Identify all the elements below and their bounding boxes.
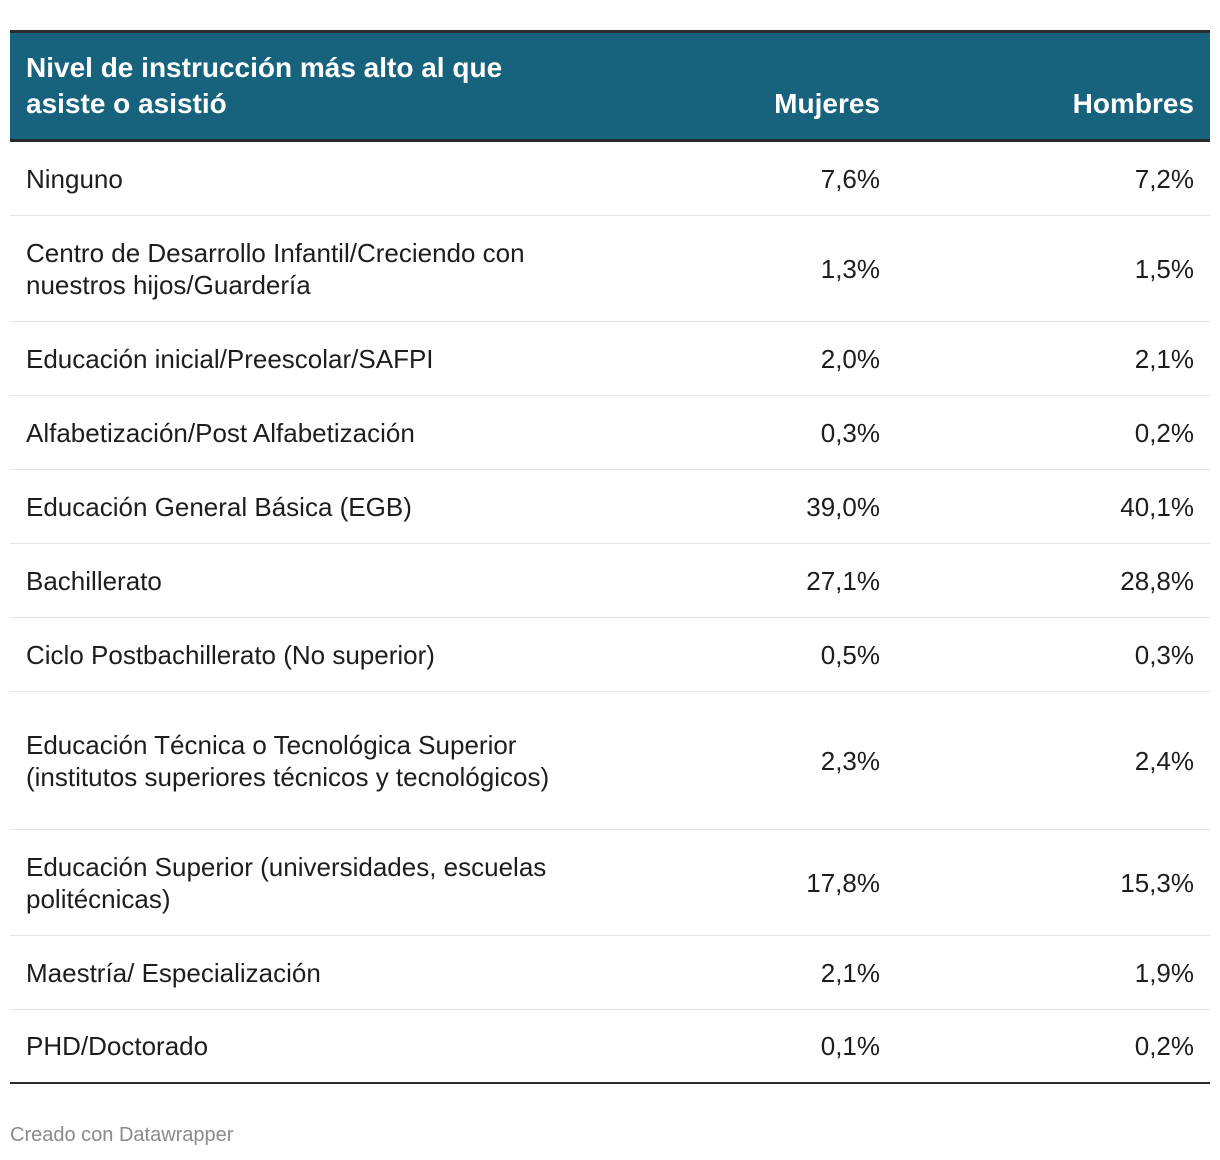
table-row: Educación Técnica o Tecnológica Superior… — [10, 692, 1210, 830]
credit-footer: Creado con Datawrapper — [10, 1124, 234, 1146]
row-label: Ninguno — [26, 163, 123, 194]
value-hombres: 0,2% — [1134, 417, 1194, 448]
table-row: Alfabetización/Post Alfabetización 0,3% … — [10, 396, 1210, 470]
value-hombres: 0,2% — [1134, 1031, 1194, 1061]
table-row: Centro de Desarrollo Infantil/Creciendo … — [10, 216, 1210, 322]
row-label: Educación General Básica (EGB) — [26, 491, 412, 522]
table-header: Nivel de instrucción más alto al que asi… — [10, 30, 1210, 142]
row-label: Maestría/ Especialización — [26, 957, 321, 988]
value-mujeres: 0,3% — [820, 417, 880, 448]
header-level: Nivel de instrucción más alto al que asi… — [26, 52, 503, 119]
value-mujeres: 1,3% — [820, 253, 880, 284]
table-row: Educación Superior (universidades, escue… — [10, 830, 1210, 936]
value-hombres: 28,8% — [1120, 565, 1194, 596]
value-mujeres: 2,0% — [820, 343, 880, 374]
row-label: Educación Superior (universidades, escue… — [26, 851, 547, 914]
value-hombres: 7,2% — [1134, 163, 1194, 194]
value-hombres: 40,1% — [1120, 491, 1194, 522]
table-row: PHD/Doctorado 0,1% 0,2% — [10, 1010, 1210, 1084]
value-hombres: 0,3% — [1134, 639, 1194, 670]
table-row: Maestría/ Especialización 2,1% 1,9% — [10, 936, 1210, 1010]
table-row: Ciclo Postbachillerato (No superior) 0,5… — [10, 618, 1210, 692]
table-row: Ninguno 7,6% 7,2% — [10, 142, 1210, 216]
row-label: Bachillerato — [26, 565, 162, 596]
value-hombres: 1,9% — [1134, 957, 1194, 988]
row-label: Ciclo Postbachillerato (No superior) — [26, 639, 435, 670]
value-hombres: 15,3% — [1120, 867, 1194, 898]
row-label: Centro de Desarrollo Infantil/Creciendo … — [26, 237, 525, 300]
table-row: Bachillerato 27,1% 28,8% — [10, 544, 1210, 618]
table-row: Educación General Básica (EGB) 39,0% 40,… — [10, 470, 1210, 544]
value-mujeres: 39,0% — [806, 491, 880, 522]
value-hombres: 1,5% — [1134, 253, 1194, 284]
value-mujeres: 2,1% — [820, 957, 880, 988]
value-mujeres: 0,5% — [820, 639, 880, 670]
row-label: Educación inicial/Preescolar/SAFPI — [26, 343, 434, 374]
value-mujeres: 0,1% — [820, 1031, 880, 1061]
value-mujeres: 17,8% — [806, 867, 880, 898]
row-label: PHD/Doctorado — [26, 1031, 209, 1061]
data-table: Nivel de instrucción más alto al que asi… — [10, 30, 1210, 1084]
value-hombres: 2,4% — [1134, 745, 1194, 776]
row-label: Educación Técnica o Tecnológica Superior… — [26, 729, 550, 792]
value-mujeres: 27,1% — [806, 565, 880, 596]
row-label: Alfabetización/Post Alfabetización — [26, 417, 415, 448]
value-hombres: 2,1% — [1134, 343, 1194, 374]
header-hombres: Hombres — [1072, 88, 1194, 119]
table-row: Educación inicial/Preescolar/SAFPI 2,0% … — [10, 322, 1210, 396]
value-mujeres: 7,6% — [820, 163, 880, 194]
value-mujeres: 2,3% — [820, 745, 880, 776]
header-mujeres: Mujeres — [774, 88, 880, 119]
